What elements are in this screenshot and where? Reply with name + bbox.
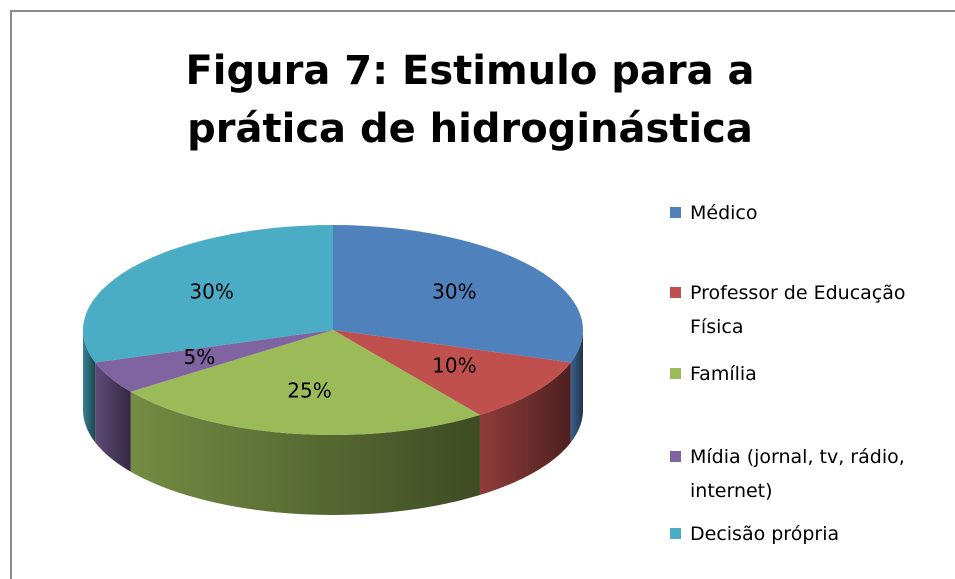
legend-item: Professor de Educação Física — [670, 276, 955, 344]
pie-slice — [130, 330, 480, 435]
data-label: 10% — [432, 354, 476, 378]
pie-slice — [82, 225, 333, 363]
pie-side — [130, 391, 480, 515]
data-label: 5% — [183, 345, 215, 369]
pie-slice — [333, 225, 583, 363]
legend-label: Professor de Educação Física — [690, 282, 906, 338]
data-label: 30% — [432, 279, 476, 303]
legend-item: Família — [670, 357, 955, 391]
pie-slice — [95, 330, 333, 392]
legend-swatch — [670, 451, 681, 462]
pie-side — [95, 362, 131, 472]
legend-label: Médico — [690, 202, 758, 224]
pie-side — [570, 330, 583, 443]
legend-swatch — [670, 528, 681, 539]
legend-swatch — [670, 207, 681, 218]
pie-side — [83, 330, 96, 443]
data-label: 30% — [189, 279, 233, 303]
pie-slice — [333, 330, 571, 415]
legend-item: Mídia (jornal, tv, rádio, internet) — [670, 440, 955, 508]
legend-swatch — [670, 368, 681, 379]
chart-frame — [10, 10, 955, 579]
legend-swatch — [670, 287, 681, 298]
legend-label: Mídia (jornal, tv, rádio, internet) — [690, 446, 905, 502]
legend-item: Decisão própria — [670, 517, 955, 551]
chart-title: Figura 7: Estimulo para a prática de hid… — [185, 48, 755, 152]
legend-label: Família — [690, 363, 757, 385]
pie-side — [479, 362, 571, 495]
legend-label: Decisão própria — [690, 523, 840, 545]
legend-item: Médico — [670, 196, 955, 230]
data-label: 25% — [287, 379, 331, 403]
